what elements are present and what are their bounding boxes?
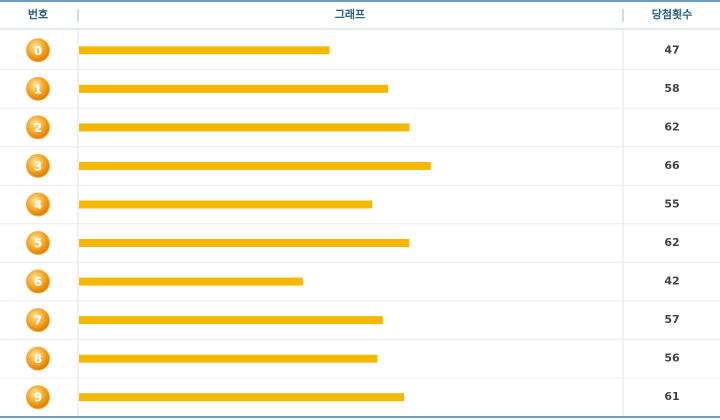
ball-label: 0	[34, 44, 42, 58]
bar	[79, 46, 330, 55]
count: 56	[664, 352, 680, 365]
count: 62	[664, 120, 679, 133]
bar	[79, 354, 378, 363]
number-ball	[26, 192, 50, 217]
count: 42	[664, 275, 679, 288]
bar	[79, 393, 405, 402]
ball-label: 9	[34, 391, 42, 405]
count: 61	[664, 390, 679, 403]
number-ball	[26, 269, 50, 294]
ball-label: 1	[34, 82, 42, 96]
number-ball	[26, 115, 50, 140]
number-ball	[26, 153, 50, 178]
header: 그래프	[335, 7, 365, 21]
count: 62	[664, 236, 679, 249]
ball-label: 7	[34, 314, 42, 328]
number-ball	[26, 308, 50, 333]
bar	[79, 84, 389, 93]
header: 당첨횟수	[652, 7, 692, 21]
count: 66	[664, 159, 680, 172]
count: 47	[664, 43, 679, 56]
bar	[79, 316, 383, 325]
number-ball	[26, 38, 50, 63]
ball-label: 5	[34, 237, 42, 251]
number-ball	[26, 346, 50, 371]
bar	[79, 200, 373, 209]
bar	[79, 123, 410, 132]
count: 57	[664, 313, 679, 326]
bar	[79, 161, 431, 170]
ball-label: 3	[34, 159, 42, 173]
number-ball	[26, 385, 50, 410]
number-ball	[26, 76, 50, 101]
bar	[79, 239, 410, 248]
header: 번호	[28, 7, 48, 21]
ball-label: 6	[34, 275, 42, 289]
ball-label: 8	[34, 352, 42, 366]
ball-label: 4	[34, 198, 42, 212]
bar	[79, 277, 303, 286]
count: 58	[664, 82, 679, 95]
ball-label: 2	[34, 121, 42, 135]
number-ball	[26, 231, 50, 256]
count: 55	[664, 197, 679, 210]
